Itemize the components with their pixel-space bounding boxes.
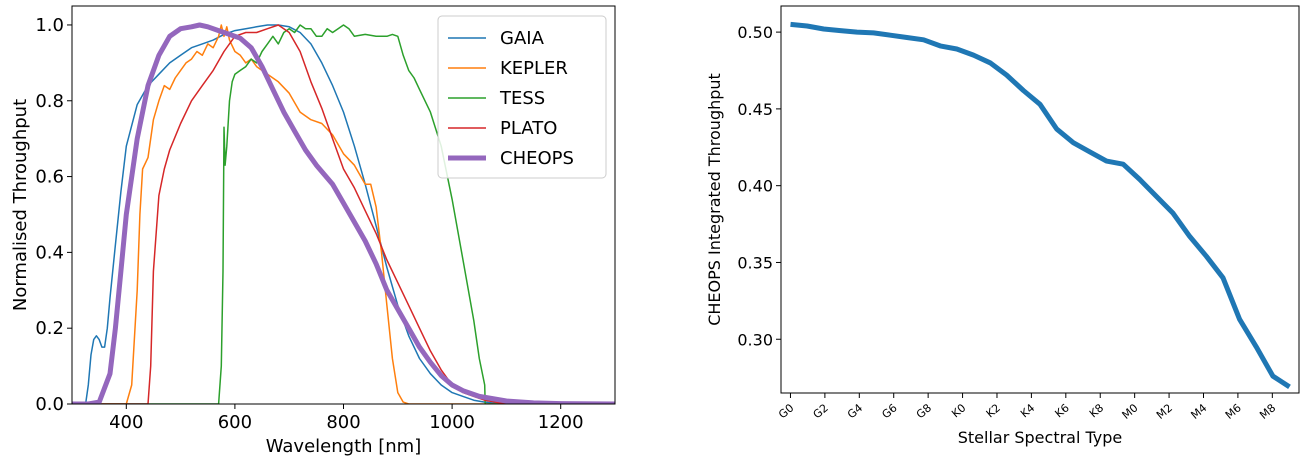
left-x-axis-label: Wavelength [nm]	[266, 436, 422, 457]
legend-label: PLATO	[500, 118, 557, 139]
x-tick-label: K4	[1018, 401, 1037, 420]
y-tick-label: 0.50	[737, 23, 773, 42]
x-tick-label: 1000	[429, 412, 475, 433]
legend-label: CHEOPS	[500, 148, 574, 169]
x-tick-label: 800	[326, 412, 360, 433]
x-tick-label: M4	[1188, 401, 1209, 422]
x-tick-label: G6	[879, 401, 899, 421]
x-tick-label: M2	[1154, 401, 1175, 422]
x-tick-label: M6	[1223, 401, 1244, 422]
y-tick-label: 1.0	[35, 15, 64, 36]
series-line-integrated-throughput	[790, 21, 1291, 389]
x-tick-label: K2	[984, 401, 1003, 420]
integrated-series-group	[790, 21, 1291, 389]
legend-label: GAIA	[500, 28, 545, 49]
y-tick-label: 0.6	[35, 167, 64, 188]
x-tick-label: G4	[845, 401, 865, 421]
throughput-panel: 400 600 800 1000 1200 0.0 0.2 0.4 0.6 0.8 1.0 Wave…	[10, 5, 616, 457]
y-tick-label: 0.35	[737, 253, 773, 272]
y-tick-label: 0.8	[35, 91, 64, 112]
y-tick-label: 0.30	[737, 330, 773, 349]
series-line-tess	[72, 24, 615, 404]
legend-label: KEPLER	[500, 58, 568, 79]
y-tick-label: 0.2	[35, 318, 64, 339]
right-y-axis-label: CHEOPS Integrated Throughput	[705, 73, 724, 326]
x-tick-label: K0	[949, 401, 968, 420]
left-plot-frame	[71, 5, 616, 405]
series-line-cheops	[72, 22, 615, 404]
x-tick-label: K6	[1052, 401, 1071, 420]
x-tick-label: G8	[914, 401, 934, 421]
x-tick-label: 400	[109, 412, 143, 433]
x-tick-label: G0	[776, 401, 796, 421]
right-x-axis-label: Stellar Spectral Type	[958, 428, 1123, 447]
x-tick-label: 1200	[538, 412, 584, 433]
y-tick-label: 0.40	[737, 177, 773, 196]
series-line-gaia	[72, 24, 615, 404]
x-tick-label: 600	[218, 412, 252, 433]
right-axis-ticks: G0 G2 G4 G6 G8 K0 K2 K4 K6 K8 M0 M2 M4 M6 M8 0.30 0.35 0.…	[737, 23, 1278, 422]
legend-label: TESS	[499, 88, 545, 109]
x-tick-label: G2	[811, 401, 831, 421]
right-plot-frame	[780, 5, 1300, 394]
y-tick-label: 0.4	[35, 242, 64, 263]
left-axis-ticks: 400 600 800 1000 1200 0.0 0.2 0.4 0.6 0.8 1.0	[35, 15, 583, 433]
y-tick-label: 0.0	[35, 394, 64, 415]
x-tick-label: K8	[1087, 401, 1106, 420]
x-tick-label: M8	[1257, 401, 1278, 422]
integrated-throughput-panel: G0 G2 G4 G6 G8 K0 K2 K4 K6 K8 M0 M2 M4 M6 M8 0.30 0.35 0.…	[705, 5, 1300, 447]
left-y-axis-label: Normalised Throughput	[10, 99, 31, 311]
series-line-plato	[72, 24, 615, 404]
legend-box	[437, 15, 607, 179]
legend: GAIA KEPLER TESS PLATO CHEOPS	[437, 15, 607, 179]
series-line-kepler	[72, 24, 615, 404]
x-tick-label: M0	[1120, 401, 1141, 422]
y-tick-label: 0.45	[737, 100, 773, 119]
throughput-series-group	[72, 22, 615, 404]
